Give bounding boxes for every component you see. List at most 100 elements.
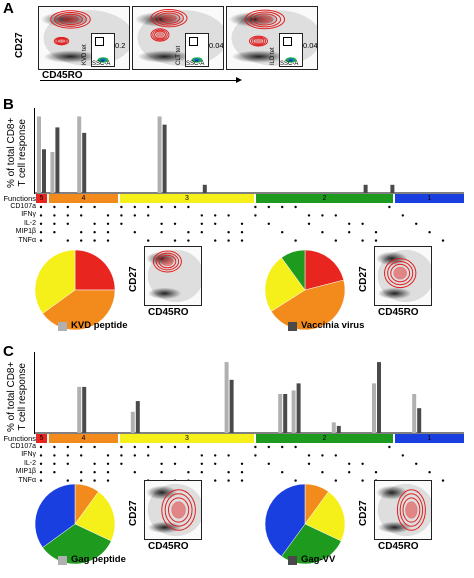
panel-c-dot-5-2 bbox=[106, 462, 110, 465]
panel-c-facs-2-population-high bbox=[376, 485, 408, 500]
panel-c-legend-label-1: Gag peptide bbox=[71, 554, 126, 565]
panel-c-dot-6-2 bbox=[120, 462, 123, 465]
panel-b-facs-2-xlabel: CD45RO bbox=[378, 307, 419, 318]
panel-b-function-table: Functions 5 4 3 2 1 CD107a IFNγ IL-2 MIP1β TNFα bbox=[0, 193, 474, 249]
panel-b-dot-6-2 bbox=[120, 222, 123, 225]
panel-c-bar-0-22 bbox=[331, 422, 336, 433]
panel-b-dot-3-1 bbox=[80, 214, 83, 217]
panel-a-facs-3-contour-1-0 bbox=[249, 35, 268, 47]
panel-c-dot-14-1 bbox=[227, 454, 230, 457]
panel-c-dot-4-0 bbox=[93, 445, 96, 449]
panel-c-dot-11-3 bbox=[187, 471, 190, 474]
panel-a-facs-2-contour-1-1 bbox=[152, 29, 168, 41]
panel-b-dot-0-2 bbox=[39, 222, 43, 225]
panel-b-dot-2-0 bbox=[66, 205, 69, 209]
panel-c-dot-7-3 bbox=[133, 471, 136, 474]
panel-a-facs-3-contour-0-3 bbox=[256, 15, 274, 24]
panel-b-bar-0-9 bbox=[157, 116, 162, 193]
panel-b-dot-7-3 bbox=[133, 231, 136, 234]
panel-b-bar-1-3 bbox=[82, 132, 87, 193]
panel-a-facs-3-contour-1-3 bbox=[254, 38, 263, 44]
panel-b-dot-2-1 bbox=[66, 214, 69, 217]
panel-c-bar-1-7 bbox=[135, 401, 140, 433]
panel-a-inset-blob-3 bbox=[285, 57, 297, 63]
panel-c-facs-1-population-high bbox=[146, 485, 178, 500]
panel-c-dot-8-0 bbox=[147, 445, 150, 449]
panel-b-dot-23-2 bbox=[348, 222, 351, 225]
panel-b-dot-14-1 bbox=[227, 214, 230, 217]
panel-b-dot-5-3 bbox=[106, 231, 110, 234]
panel-a-facs-1: 0.2 KVD tet SSC-A bbox=[38, 6, 130, 70]
panel-c-facs-1-population-low bbox=[147, 521, 182, 534]
panel-a-facs-2-contour-1-3 bbox=[155, 31, 165, 38]
panel-c-row-3: MIP1β bbox=[15, 468, 36, 476]
panel-c-bar-0-14 bbox=[224, 362, 229, 433]
panel-b-bar-1-1 bbox=[55, 127, 60, 193]
panel-c-bar-0-7 bbox=[130, 411, 135, 433]
panel-b-dot-28-2 bbox=[415, 222, 418, 225]
panel-b-dot-24-4 bbox=[361, 239, 364, 242]
panel-a-facs-1-contour-1-1 bbox=[55, 37, 68, 45]
panel-c-dot-21-1 bbox=[321, 454, 324, 457]
panel-a-facs-3-contour-1-1 bbox=[250, 36, 267, 46]
panel-c-bar-1-18 bbox=[283, 394, 288, 433]
panel-b-bar-1-0 bbox=[42, 149, 46, 193]
panel-c-dot-0-1 bbox=[39, 454, 43, 457]
panel-b-dot-20-1 bbox=[307, 214, 311, 217]
panel-c-facs-1 bbox=[144, 480, 202, 540]
panel-c-facs-1-contour-0-1 bbox=[164, 493, 193, 527]
panel-c-pie-2-slice-2 bbox=[281, 523, 342, 565]
panel-b-dot-27-1 bbox=[401, 214, 404, 217]
panel-a-inset-gate-1 bbox=[95, 37, 104, 46]
panel-b-group-3: 3 bbox=[120, 194, 254, 203]
panel-a-inset-ylabel-1: KVD tet bbox=[82, 44, 88, 65]
panel-a-facs-2: 0.04 CLT tet SSC-A bbox=[132, 6, 224, 70]
panel-a-facs-3-population-low bbox=[231, 50, 286, 63]
panel-b-dot-22-1 bbox=[334, 214, 337, 217]
panel-c-dot-24-2 bbox=[361, 462, 364, 465]
panel-b-dot-16-0 bbox=[254, 205, 257, 209]
panel-b-row-2: IL-2 bbox=[23, 219, 36, 227]
panel-a-facs-2-contour-0-2 bbox=[157, 12, 181, 24]
panel-b-group-1: 1 bbox=[395, 194, 464, 203]
panel-a-x-axis-label: CD45RO bbox=[42, 70, 83, 81]
panel-b-dot-1-1 bbox=[53, 214, 56, 217]
panel-b-legend-swatch-2 bbox=[288, 322, 297, 331]
panel-b-dot-1-3 bbox=[53, 231, 56, 234]
panel-c-ylabel-line1: % of total CD8+ bbox=[6, 361, 17, 432]
panel-b-dot-15-3 bbox=[240, 231, 244, 234]
panel-c-dot-1-1 bbox=[53, 454, 56, 457]
panel-b-facs-2-population-high bbox=[376, 251, 408, 266]
panel-b-dot-29-3 bbox=[428, 231, 431, 234]
panel-b-dot-11-0 bbox=[187, 205, 190, 209]
panel-c-dot-14-3 bbox=[227, 471, 230, 474]
panel-b-dot-8-4 bbox=[147, 239, 150, 242]
panel-c-pie-1-slice-2 bbox=[42, 523, 112, 565]
panel-c-dot-9-3 bbox=[160, 471, 163, 474]
panel-b-dot-0-1 bbox=[39, 214, 43, 217]
panel-a-facs-2-contour-1-2 bbox=[154, 30, 166, 40]
panel-b-facs-2-contour-0-1 bbox=[387, 261, 414, 286]
panel-b-pie-2-slice-2 bbox=[281, 249, 306, 291]
panel-c-bar-1-22 bbox=[336, 425, 341, 433]
panel-c-row-4: TNFα bbox=[18, 476, 36, 484]
panel-c-dot-14-4 bbox=[227, 479, 230, 482]
panel-b-dot-7-1 bbox=[133, 214, 136, 217]
panel-b-dot-13-1 bbox=[214, 214, 217, 217]
panel-a-x-arrow bbox=[40, 80, 240, 81]
panel-c-dot-3-1 bbox=[80, 454, 83, 457]
panel-a-facs-1-contour-0-3 bbox=[62, 15, 79, 24]
panel-b-group-5: 5 bbox=[36, 194, 47, 203]
panel-b-facs-1-contour-0-2 bbox=[158, 254, 177, 269]
panel-c-row-0: CD107a bbox=[10, 443, 36, 450]
panel-b-dot-10-2 bbox=[173, 222, 177, 225]
panel-a-facs-2-contour-0-3 bbox=[161, 14, 177, 23]
panel-a-inset-xlabel-2: SSC-A bbox=[186, 61, 205, 67]
panel-c-dot-16-0 bbox=[254, 445, 257, 449]
panel-b-facs-2-contour-0-2 bbox=[390, 263, 411, 283]
panel-c-dot-4-3 bbox=[93, 471, 96, 474]
panel-c-dot-17-0 bbox=[267, 445, 270, 449]
panel-c-dot-2-4 bbox=[66, 479, 69, 482]
panel-c-dot-2-0 bbox=[66, 445, 69, 449]
panel-c-dot-3-4 bbox=[80, 479, 83, 482]
